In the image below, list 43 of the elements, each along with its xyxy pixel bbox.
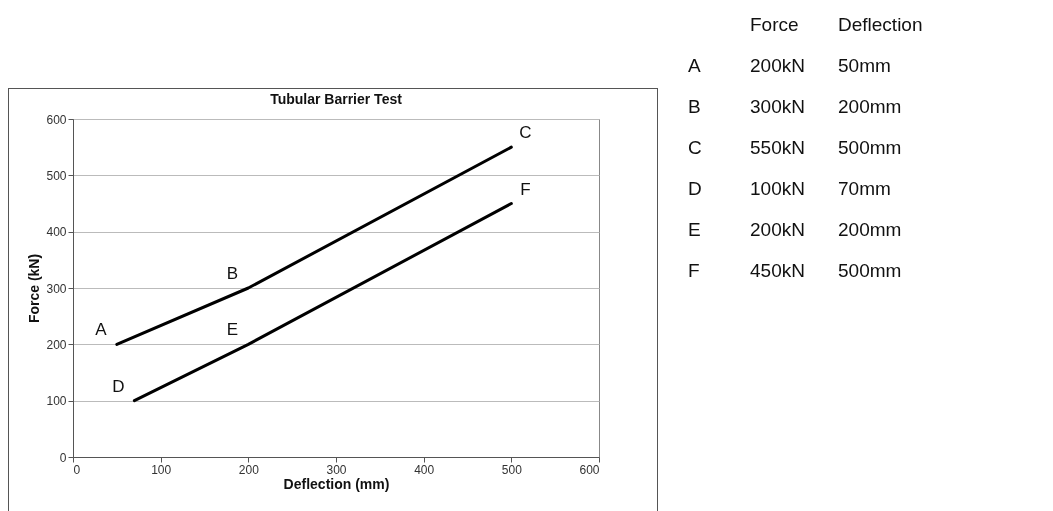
text: 200kN bbox=[750, 54, 806, 78]
annotation: D bbox=[112, 376, 125, 396]
text: Force bbox=[750, 13, 800, 37]
x-tick-label: 300 bbox=[326, 462, 347, 477]
y-tick-label: 300 bbox=[46, 281, 67, 296]
text: F bbox=[688, 259, 701, 283]
text: E bbox=[688, 218, 702, 242]
x-tick-label: 500 bbox=[501, 462, 523, 477]
text: A bbox=[688, 54, 702, 78]
y-tick-label: 100 bbox=[46, 394, 67, 409]
text: 450kN bbox=[750, 259, 806, 283]
annotation: E bbox=[226, 320, 239, 340]
y-tick-label: 0 bbox=[59, 450, 67, 465]
annotation: A bbox=[95, 320, 108, 340]
text: 200kN bbox=[750, 218, 806, 242]
x-tick-label: 600 bbox=[579, 462, 600, 477]
text: 500mm bbox=[838, 259, 903, 283]
text: 500mm bbox=[838, 136, 903, 160]
chart-title: Tubular Barrier Test bbox=[270, 91, 403, 107]
x-tick-label: 0 bbox=[73, 462, 81, 477]
annotation: B bbox=[226, 264, 239, 283]
y-tick-label: 600 bbox=[46, 112, 67, 127]
text: Deflection bbox=[838, 13, 924, 37]
text: 200mm bbox=[838, 218, 903, 242]
text: 70mm bbox=[838, 177, 892, 201]
x-tick-label: 200 bbox=[238, 462, 260, 477]
y-tick-label: 400 bbox=[46, 225, 67, 240]
text: B bbox=[688, 95, 702, 119]
text: C bbox=[688, 136, 703, 160]
text: D bbox=[688, 177, 703, 201]
text: 550kN bbox=[750, 136, 806, 160]
text: 200mm bbox=[838, 95, 903, 119]
y-tick-label: 500 bbox=[46, 168, 67, 183]
annotation: C bbox=[519, 123, 532, 143]
y-tick-label: 200 bbox=[46, 337, 67, 352]
annotation: F bbox=[520, 179, 531, 199]
text: 50mm bbox=[838, 54, 892, 78]
text: 300kN bbox=[750, 95, 806, 119]
x-tick-label: 400 bbox=[414, 462, 435, 477]
x-tick-label: 100 bbox=[151, 462, 172, 477]
text: 100kN bbox=[750, 177, 806, 201]
y-axis-title: Force (kN) bbox=[26, 253, 43, 324]
x-axis-title: Deflection (mm) bbox=[283, 475, 390, 492]
